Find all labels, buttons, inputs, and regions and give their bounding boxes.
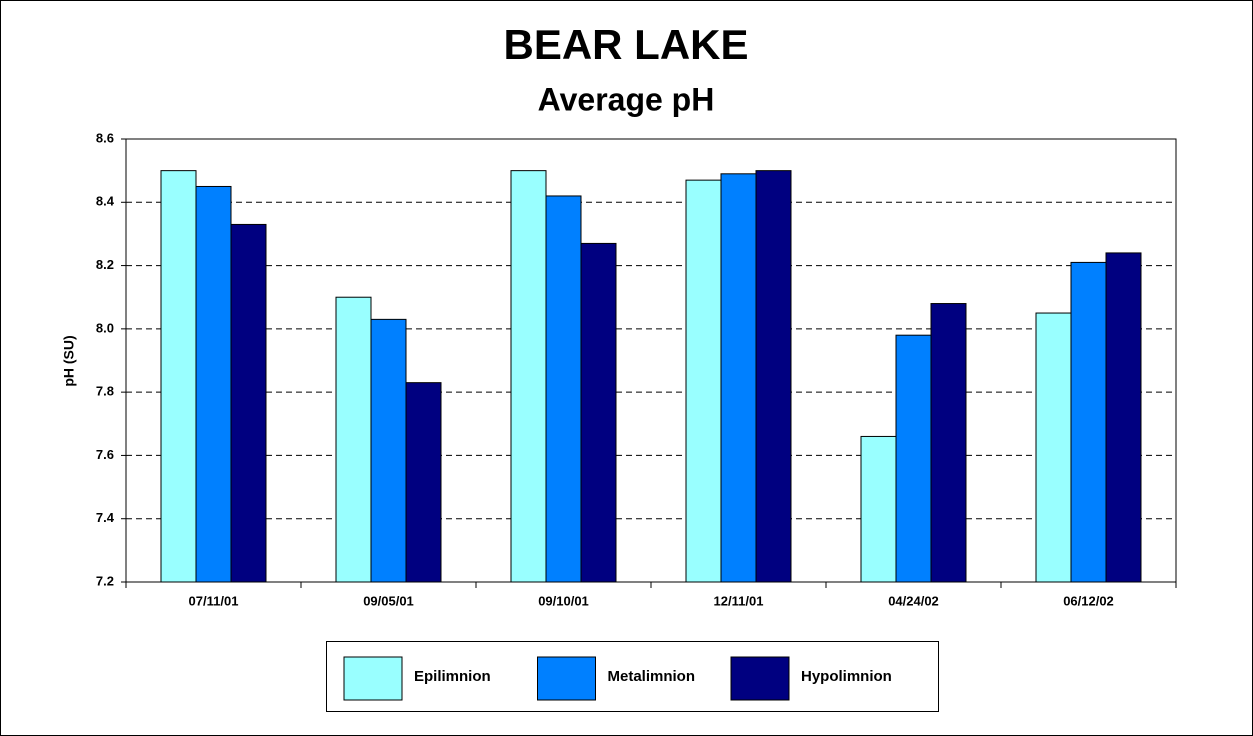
bar [160,170,197,583]
x-tick-label: 12/11/01 [714,593,764,608]
bar [510,170,547,583]
x-tick-label: 07/11/01 [189,593,239,608]
legend-swatch [730,656,790,701]
legend-label: Metalimnion [608,668,696,685]
bar [685,179,722,583]
legend-label: Epilimnion [414,668,491,685]
bar [1070,261,1107,583]
bar [405,382,442,583]
legend-swatch [343,656,403,701]
bar [545,195,582,583]
bar [195,185,232,583]
legend-swatch [537,656,596,701]
bar [1105,252,1142,583]
chart-title: BEAR LAKE [503,21,748,68]
bar [755,170,792,583]
legend [326,641,939,712]
chart-subtitle: Average pH [538,81,715,117]
y-tick-label: 7.4 [96,510,115,525]
bar [580,242,617,583]
x-tick-label: 06/12/02 [1063,593,1114,608]
y-tick-label: 8.0 [96,320,114,335]
y-tick-label: 8.6 [96,130,114,145]
y-tick-label: 7.2 [96,573,114,588]
y-axis-label: pH (SU) [61,335,77,386]
y-tick-label: 8.2 [96,257,114,272]
legend-label: Hypolimnion [801,668,892,685]
x-tick-label: 09/05/01 [363,593,414,608]
bar [860,435,897,583]
y-tick-label: 7.8 [96,384,114,399]
x-tick-label: 04/24/02 [888,593,939,608]
bar [895,334,932,583]
y-tick-label: 8.4 [96,194,115,209]
bar [720,173,757,583]
bar [335,296,372,583]
bar [370,318,407,583]
x-tick-label: 09/10/01 [538,593,589,608]
bar [1035,312,1072,583]
bar [230,223,267,583]
plot-area [125,138,1177,583]
bar [930,303,967,583]
y-tick-label: 7.6 [96,447,114,462]
